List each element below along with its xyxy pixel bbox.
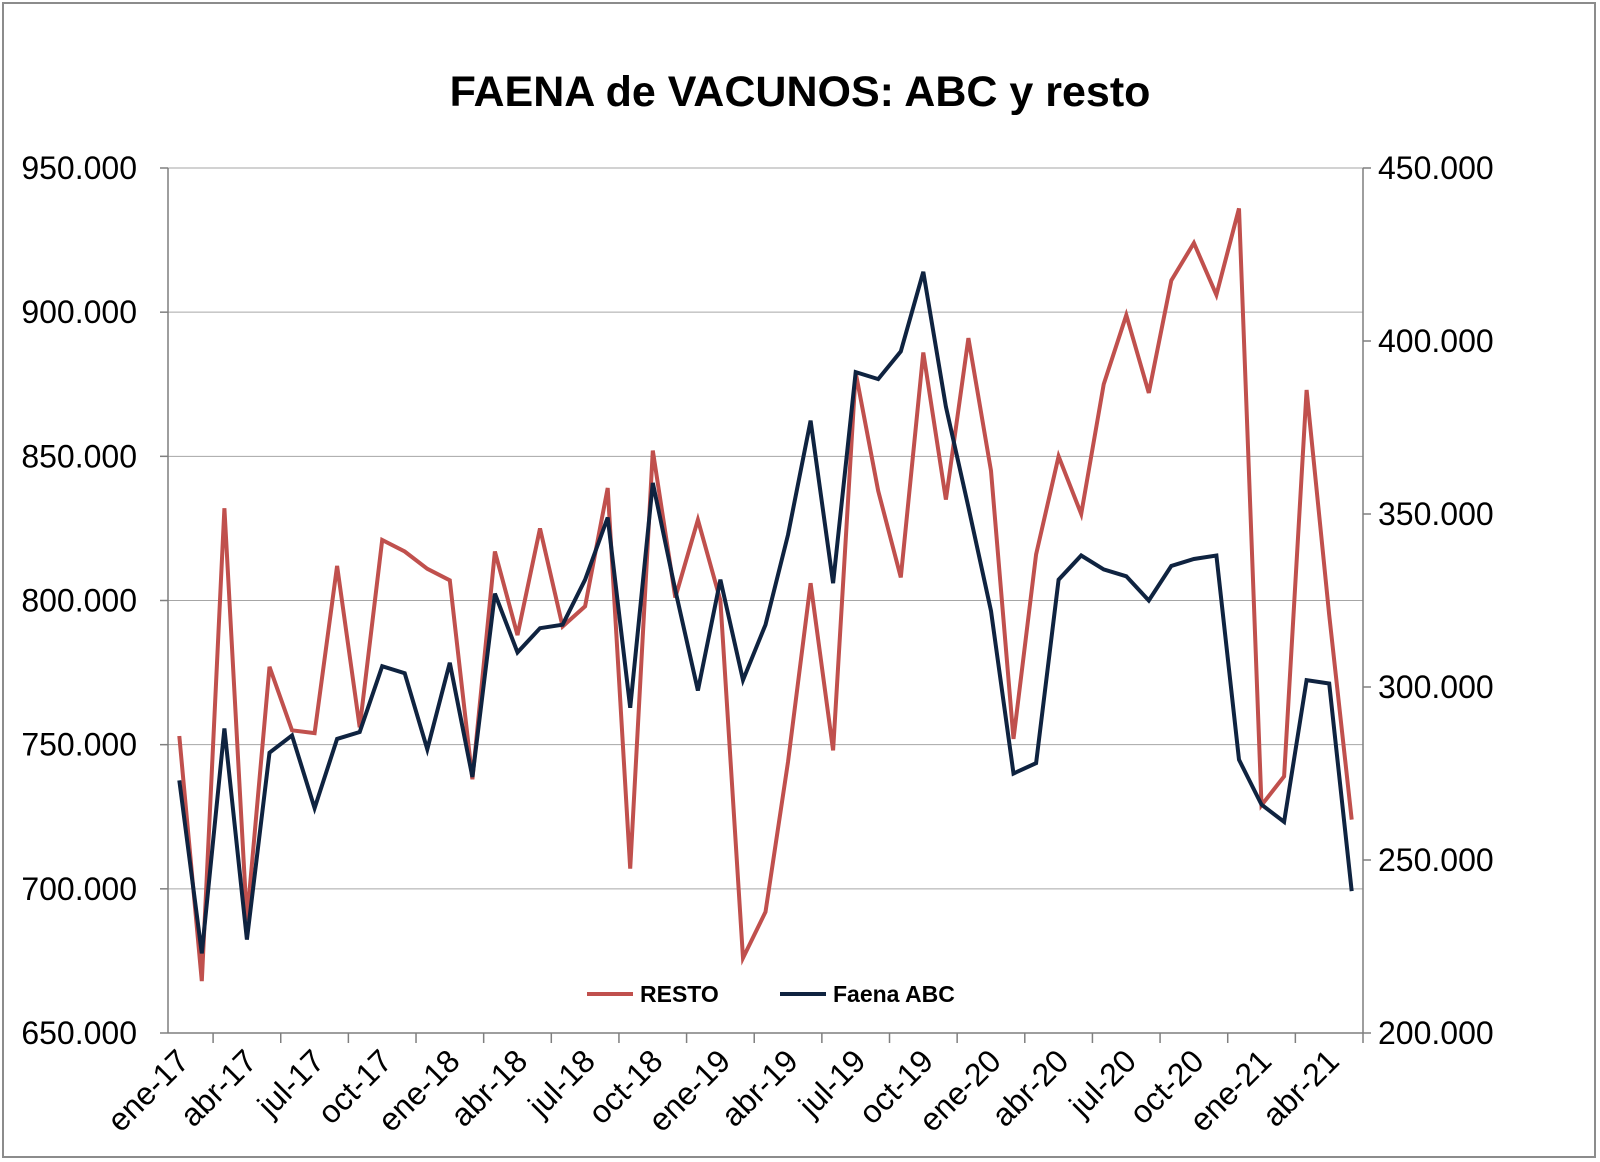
x-tick-label: abr-17 <box>173 1042 264 1133</box>
left-tick-label: 750.000 <box>21 727 137 763</box>
right-tick-label: 300.000 <box>1378 669 1494 705</box>
chart-title: FAENA de VACUNOS: ABC y resto <box>450 68 1151 116</box>
gridlines <box>168 167 1363 890</box>
series-lines <box>177 207 1354 982</box>
series-line-resto <box>177 207 1354 982</box>
left-axis-ticks: 650.000 700.000 750.000 800.000 850.000 900.0… <box>21 150 168 1051</box>
right-tick-label: 400.000 <box>1378 323 1494 359</box>
right-tick-label: 450.000 <box>1378 150 1494 186</box>
right-tick-label: 200.000 <box>1378 1015 1494 1051</box>
legend: RESTO Faena ABC <box>587 981 955 1007</box>
left-tick-label: 700.000 <box>21 871 137 907</box>
x-tick-label: ene-17 <box>100 1042 196 1138</box>
x-axis-ticks: ene-17abr-17jul-17oct-17ene-18abr-18jul-… <box>100 1033 1364 1138</box>
left-tick-label: 900.000 <box>21 294 137 330</box>
x-tick-label: abr-19 <box>714 1042 805 1133</box>
left-tick-label: 850.000 <box>21 438 137 474</box>
x-tick-label: abr-20 <box>985 1042 1076 1133</box>
right-tick-label: 350.000 <box>1378 496 1494 532</box>
legend-label-resto: RESTO <box>640 981 719 1007</box>
left-tick-label: 950.000 <box>21 150 137 186</box>
legend-label-faena-abc: Faena ABC <box>833 981 955 1007</box>
left-tick-label: 650.000 <box>21 1015 137 1051</box>
left-tick-label: 800.000 <box>21 583 137 619</box>
x-tick-label: abr-18 <box>443 1042 534 1133</box>
right-axis-ticks: 200.000 250.000 300.000 350.000 400.000 450.0… <box>1363 150 1494 1051</box>
right-tick-label: 250.000 <box>1378 842 1494 878</box>
series-line-faena-abc <box>177 271 1354 954</box>
x-tick-label: abr-21 <box>1255 1042 1346 1133</box>
